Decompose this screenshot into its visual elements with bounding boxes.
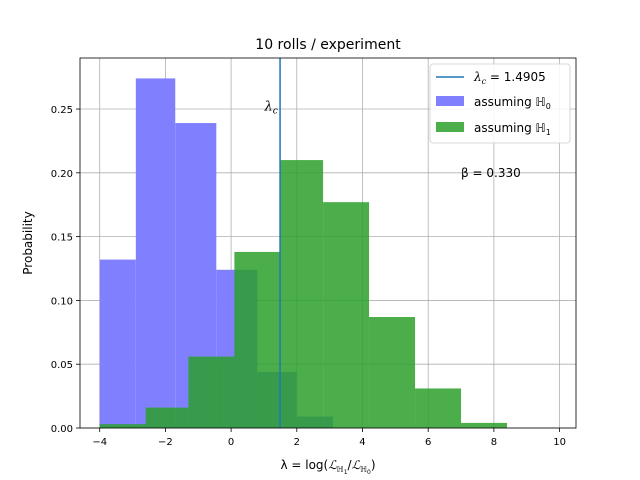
x-tick-label-1: −2 xyxy=(158,437,173,448)
bar-h0-0 xyxy=(99,259,136,428)
y-tick-label-0: 0.00 xyxy=(51,424,73,435)
legend-h1-label: assuming ℍ1 xyxy=(474,121,551,137)
x-tick-label-3: 2 xyxy=(294,437,300,448)
chart-title: 10 rolls / experiment xyxy=(255,37,401,53)
bar-h1-1 xyxy=(145,407,189,428)
x-tick-label-0: −4 xyxy=(92,437,107,448)
bar-h1-2 xyxy=(188,356,235,428)
bar-h0-1 xyxy=(135,78,176,429)
y-tick-label-5: 0.25 xyxy=(51,105,73,116)
bar-h1-0 xyxy=(99,424,146,428)
x-tick-label-7: 10 xyxy=(553,437,566,448)
x-axis-label: λ = log(ℒℍ1/ℒℍ0) xyxy=(280,458,375,476)
legend-h0-swatch xyxy=(436,96,464,106)
y-axis-label: Probability xyxy=(21,211,35,274)
bar-h1-3 xyxy=(234,251,281,428)
plot-frame xyxy=(79,57,577,429)
svg-text:λ = log(ℒℍ1/ℒℍ0): λ = log(ℒℍ1/ℒℍ0) xyxy=(280,458,375,476)
legend: λc = 1.4905 assuming ℍ0 assuming ℍ1 xyxy=(429,63,571,144)
x-tick-label-5: 6 xyxy=(425,437,431,448)
x-axis-ticks: −4 −2 0 2 4 6 8 10 xyxy=(92,428,566,448)
x-tick-label-4: 4 xyxy=(359,437,365,448)
x-tick-label-6: 8 xyxy=(491,437,497,448)
legend-h0-label: assuming ℍ0 xyxy=(474,95,551,111)
y-tick-label-4: 0.20 xyxy=(51,169,73,180)
h1-bars xyxy=(99,160,508,428)
x-tick-label-2: 0 xyxy=(228,437,234,448)
x-axis-label-prefix: λ = log( xyxy=(280,458,328,472)
y-tick-label-2: 0.10 xyxy=(51,296,73,307)
legend-box xyxy=(429,63,571,144)
bar-h1-7 xyxy=(415,388,462,428)
bar-h1-8 xyxy=(461,422,508,428)
y-tick-label-1: 0.05 xyxy=(51,360,73,371)
beta-annotation: β = 0.330 xyxy=(461,166,521,180)
legend-h1-swatch xyxy=(436,122,464,132)
bar-h1-4 xyxy=(280,160,324,428)
x-axis-label-suffix: ) xyxy=(371,458,376,472)
bar-h1-5 xyxy=(323,202,370,428)
y-axis-ticks: 0.00 0.05 0.10 0.15 0.20 0.25 xyxy=(51,105,80,435)
critical-annotation: λc xyxy=(264,99,278,116)
bar-h1-6 xyxy=(369,317,416,428)
legend-critical-value: 1.4905 xyxy=(504,70,546,84)
legend-critical-label: λc = 1.4905 xyxy=(473,70,546,86)
y-tick-label-3: 0.15 xyxy=(51,233,73,244)
